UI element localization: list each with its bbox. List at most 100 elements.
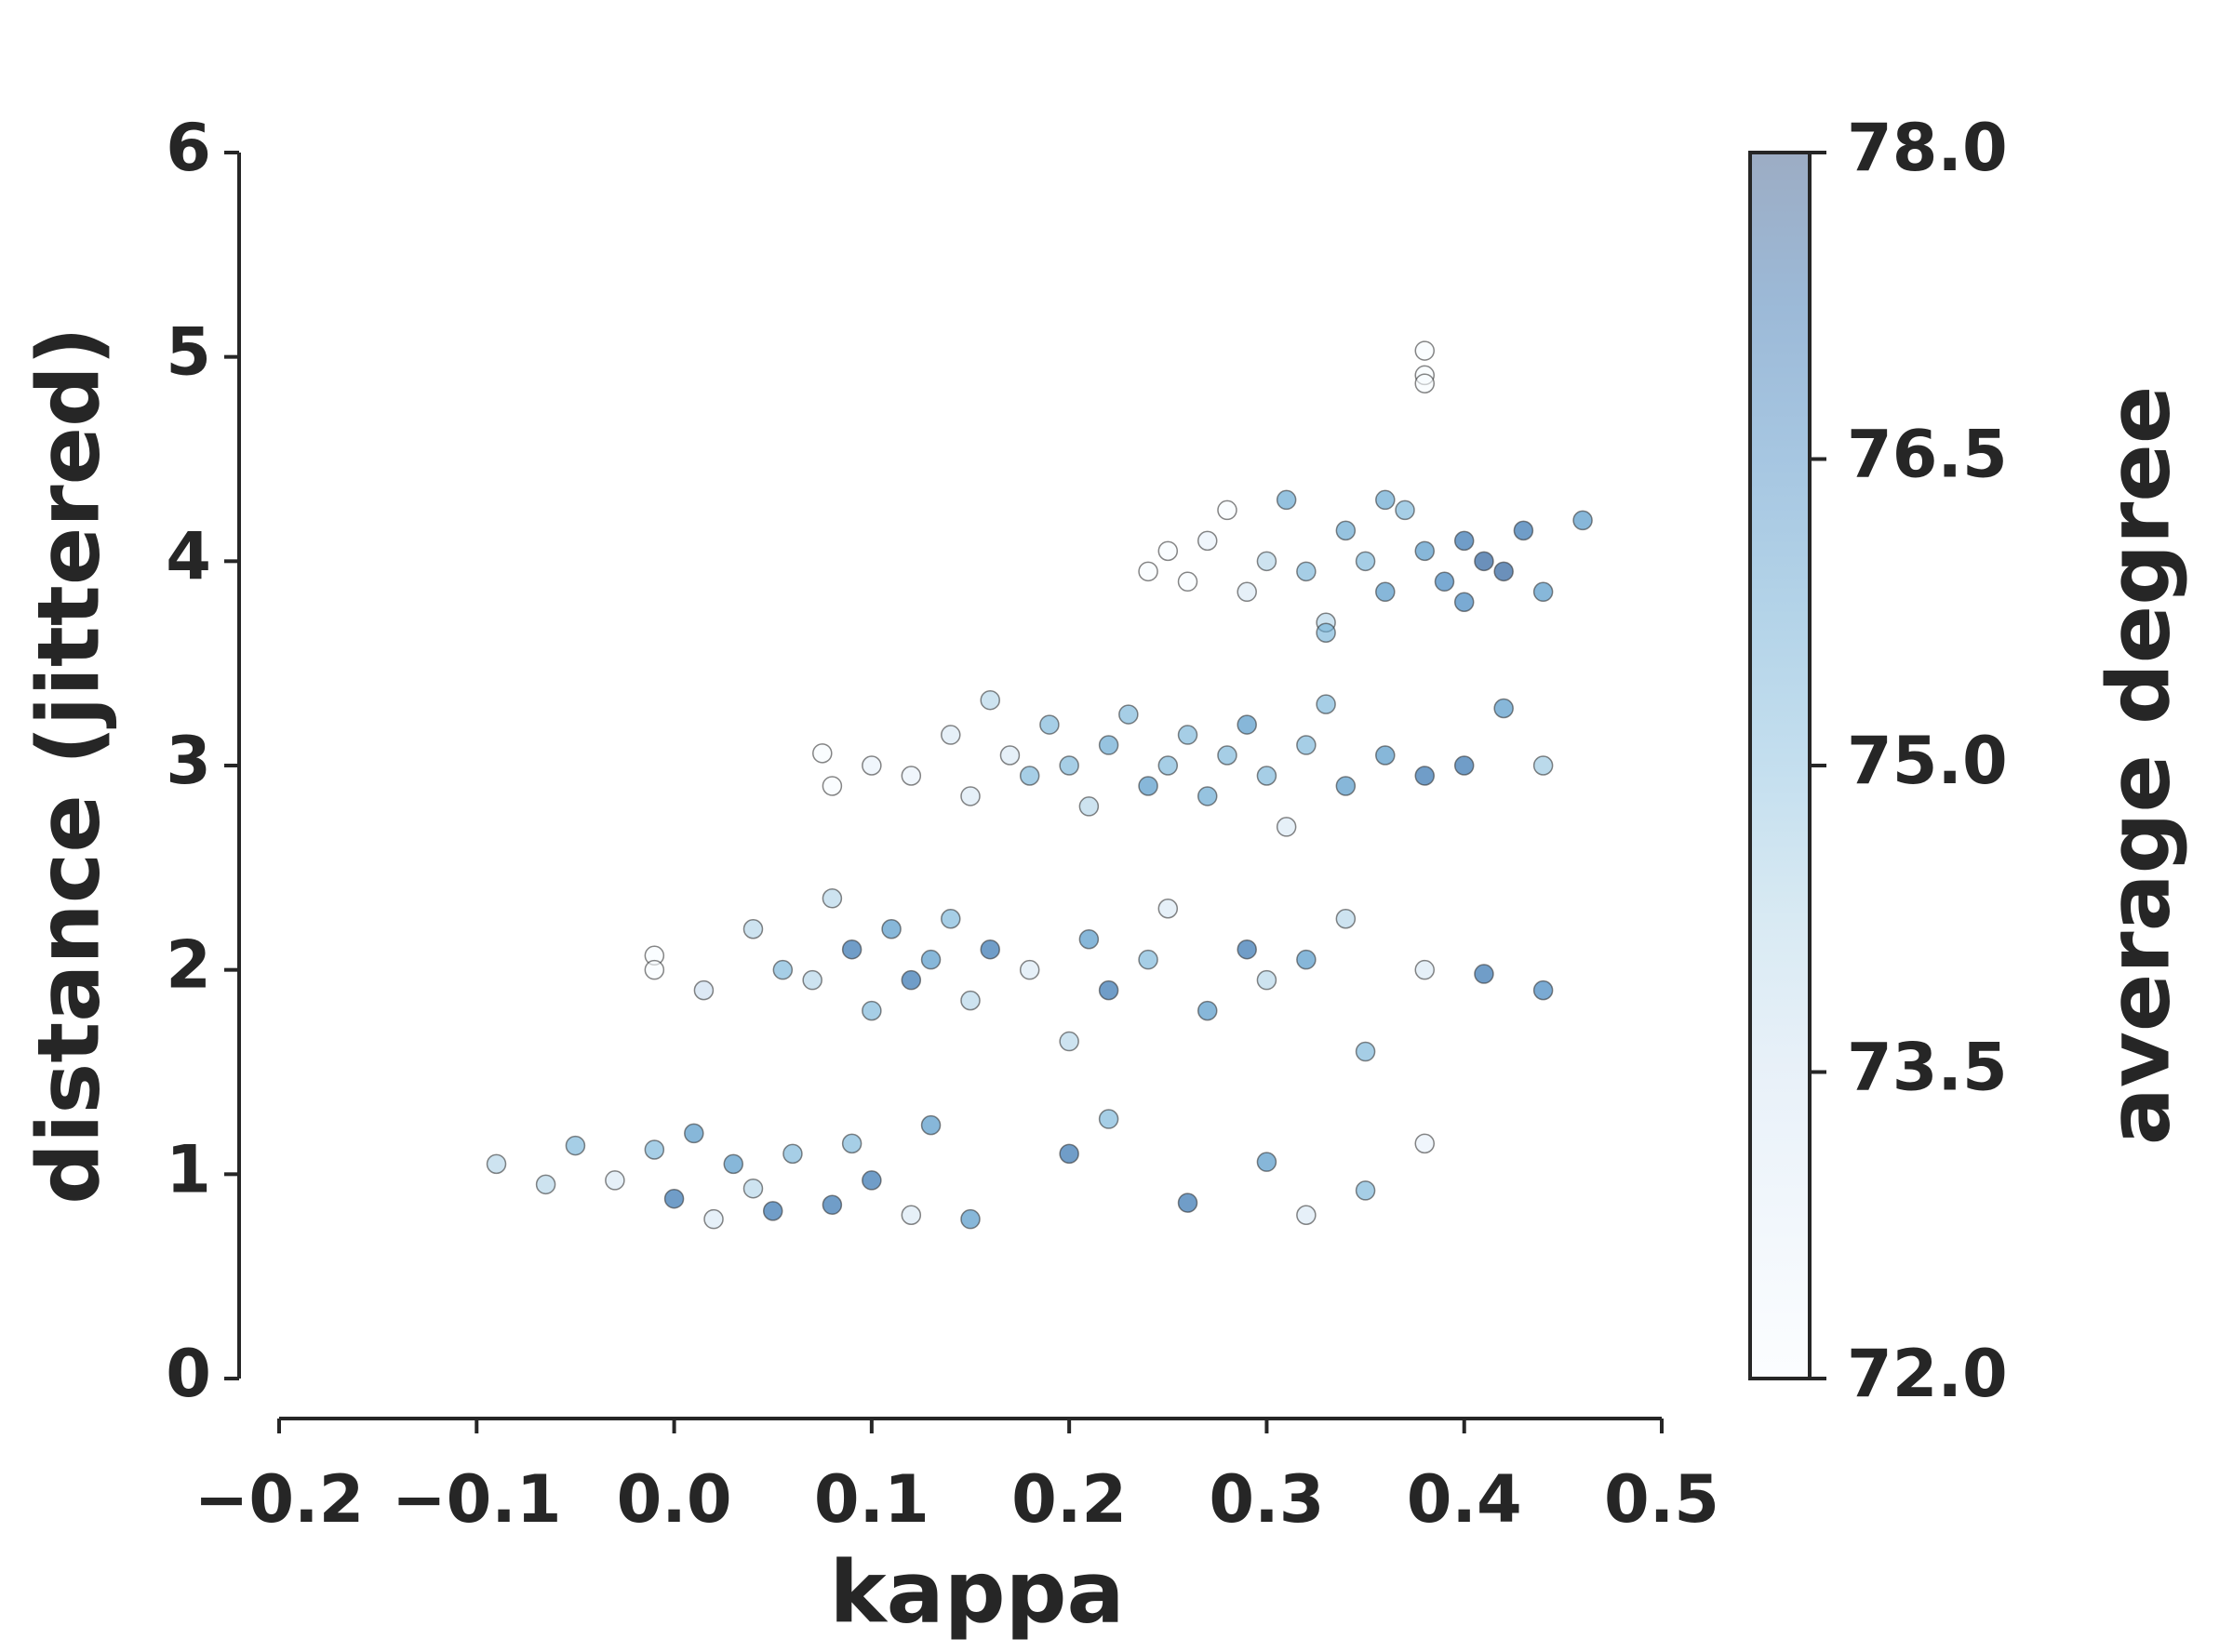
point <box>684 1123 704 1144</box>
point <box>535 1174 556 1195</box>
point <box>1197 1000 1218 1021</box>
point <box>486 1153 507 1175</box>
point <box>693 979 715 1001</box>
colorbar-tick-label: 78.0 <box>1847 110 2008 186</box>
point <box>1375 745 1396 766</box>
point <box>1474 551 1494 572</box>
point <box>941 725 961 745</box>
point <box>1375 489 1396 511</box>
x-tick-label: 0.1 <box>814 1461 929 1538</box>
point <box>1157 540 1179 562</box>
point <box>1355 1180 1376 1201</box>
point <box>941 909 961 929</box>
point <box>920 949 942 970</box>
point <box>1059 1143 1079 1165</box>
point <box>1276 817 1297 837</box>
point <box>1098 735 1119 755</box>
point <box>1256 969 1277 991</box>
point <box>1513 520 1534 541</box>
x-tick-label: 0.4 <box>1407 1461 1522 1538</box>
point <box>802 969 822 991</box>
point <box>822 1194 843 1216</box>
point <box>742 1178 764 1199</box>
point <box>960 1208 981 1230</box>
point <box>1355 551 1376 572</box>
point <box>1019 766 1040 786</box>
x-tick-label: 0.5 <box>1604 1461 1719 1538</box>
point <box>1197 530 1218 552</box>
point <box>1098 1109 1119 1129</box>
point <box>663 1188 685 1209</box>
y-tick-label: 2 <box>166 927 211 1004</box>
point <box>1019 959 1040 980</box>
point <box>1414 540 1436 562</box>
point <box>1217 745 1237 766</box>
point <box>901 766 922 786</box>
point <box>1118 704 1139 725</box>
y-tick-label: 0 <box>166 1336 211 1412</box>
point <box>920 1114 942 1136</box>
point <box>1177 1192 1198 1213</box>
point <box>812 743 833 764</box>
point <box>1453 592 1475 613</box>
point <box>1078 796 1100 817</box>
y-tick-label: 4 <box>166 518 211 594</box>
point <box>1434 571 1455 593</box>
point <box>1453 755 1475 776</box>
point <box>1296 561 1317 582</box>
point <box>1157 899 1179 919</box>
point <box>841 1133 862 1154</box>
point <box>960 990 981 1011</box>
point <box>901 1205 922 1226</box>
x-tick-label: −0.2 <box>194 1461 365 1538</box>
point <box>980 689 1000 711</box>
point <box>1375 581 1396 603</box>
x-tick-label: 0.3 <box>1209 1461 1324 1538</box>
point <box>1335 776 1357 796</box>
point <box>960 786 981 806</box>
point <box>1237 714 1257 735</box>
x-tick-label: −0.1 <box>392 1461 562 1538</box>
point <box>862 1000 882 1021</box>
point <box>1138 776 1158 796</box>
point <box>723 1153 744 1175</box>
point <box>703 1208 724 1230</box>
point <box>1256 1152 1277 1172</box>
point <box>901 969 922 991</box>
point <box>1039 714 1060 735</box>
point <box>782 1143 803 1165</box>
point <box>1316 622 1336 643</box>
point <box>772 959 794 980</box>
point <box>1532 581 1554 603</box>
point <box>841 939 862 960</box>
point <box>1078 928 1100 950</box>
point <box>1059 755 1079 776</box>
point <box>1217 500 1237 521</box>
point <box>1493 561 1514 582</box>
y-tick-label: 5 <box>166 314 211 391</box>
y-axis-label: distance (jittered) <box>19 326 118 1205</box>
point <box>1395 500 1415 521</box>
colorbar-tick-label: 73.5 <box>1847 1030 2008 1106</box>
point <box>1256 766 1277 786</box>
colorbar-tick-label: 76.5 <box>1847 417 2008 493</box>
colorbar-tick-label: 72.0 <box>1847 1336 2008 1412</box>
point <box>1414 766 1436 786</box>
point <box>1572 510 1593 531</box>
point <box>1296 735 1317 755</box>
point <box>1532 979 1554 1001</box>
colorbar-label: average degree <box>2089 386 2188 1145</box>
x-tick-label: 0.2 <box>1011 1461 1127 1538</box>
point <box>742 918 764 939</box>
y-tick-label: 3 <box>166 723 211 799</box>
point <box>1296 1205 1317 1226</box>
point <box>1532 755 1554 776</box>
point <box>1256 551 1277 572</box>
point <box>822 776 843 796</box>
point <box>605 1170 625 1191</box>
x-tick-label: 0.0 <box>617 1461 732 1538</box>
point <box>1296 949 1317 970</box>
point <box>644 1139 665 1160</box>
point <box>1237 939 1257 960</box>
